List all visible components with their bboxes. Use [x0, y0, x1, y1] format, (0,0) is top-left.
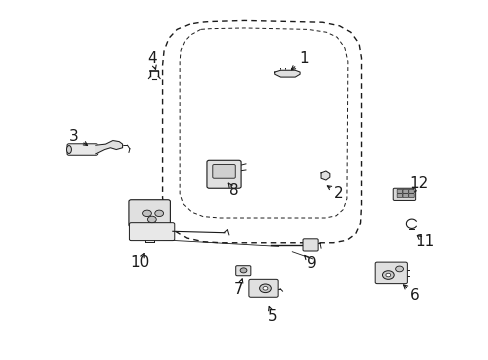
FancyBboxPatch shape: [402, 189, 407, 193]
Polygon shape: [274, 70, 300, 77]
Circle shape: [395, 266, 403, 272]
FancyBboxPatch shape: [248, 279, 278, 297]
FancyBboxPatch shape: [408, 194, 413, 198]
FancyBboxPatch shape: [408, 189, 413, 193]
FancyBboxPatch shape: [392, 188, 415, 201]
Text: 7: 7: [233, 282, 243, 297]
Ellipse shape: [66, 145, 71, 153]
FancyBboxPatch shape: [396, 194, 402, 198]
Circle shape: [263, 287, 267, 290]
FancyBboxPatch shape: [67, 144, 98, 155]
Text: 2: 2: [334, 186, 343, 201]
FancyBboxPatch shape: [235, 266, 250, 276]
FancyBboxPatch shape: [129, 223, 174, 240]
Polygon shape: [321, 171, 329, 180]
Text: 1: 1: [299, 51, 308, 66]
Circle shape: [382, 271, 393, 279]
Text: 9: 9: [306, 256, 316, 271]
FancyBboxPatch shape: [206, 160, 241, 188]
Text: 5: 5: [267, 310, 277, 324]
Circle shape: [142, 210, 151, 217]
Circle shape: [385, 273, 390, 277]
Circle shape: [155, 210, 163, 217]
Text: 6: 6: [409, 288, 419, 303]
Text: 4: 4: [147, 50, 156, 66]
Text: 11: 11: [414, 234, 434, 249]
Text: 8: 8: [228, 183, 238, 198]
Text: 3: 3: [69, 129, 79, 144]
Polygon shape: [96, 140, 122, 154]
Circle shape: [147, 216, 156, 223]
FancyBboxPatch shape: [402, 194, 407, 198]
FancyBboxPatch shape: [303, 239, 318, 251]
Circle shape: [240, 268, 246, 273]
FancyBboxPatch shape: [374, 262, 407, 284]
Circle shape: [259, 284, 271, 293]
FancyBboxPatch shape: [396, 189, 402, 193]
FancyBboxPatch shape: [129, 200, 170, 226]
FancyBboxPatch shape: [212, 165, 235, 178]
Text: 12: 12: [408, 176, 428, 191]
Text: 10: 10: [130, 255, 149, 270]
